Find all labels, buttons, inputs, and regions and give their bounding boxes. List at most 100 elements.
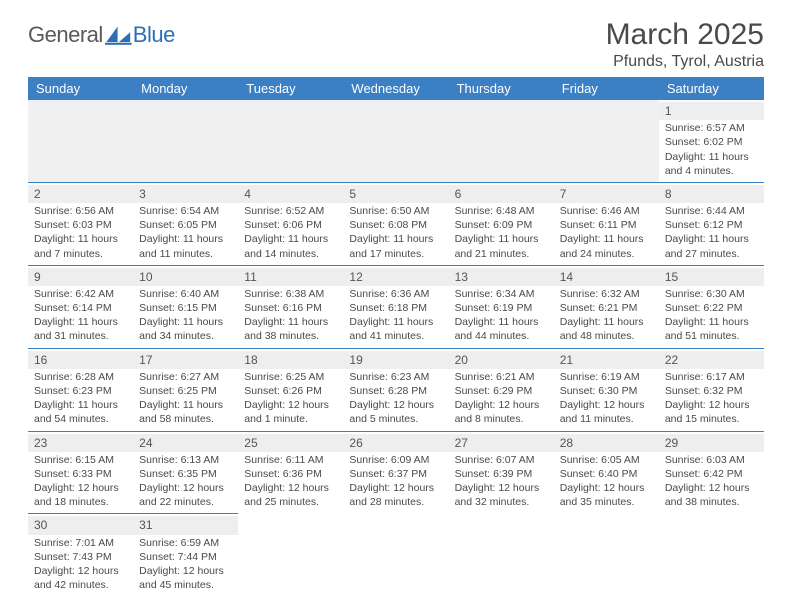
sunset-text: Sunset: 6:06 PM (244, 218, 337, 232)
brand-part2: Blue (133, 22, 175, 48)
sunrise-text: Sunrise: 6:19 AM (560, 370, 653, 384)
calendar-cell: 11Sunrise: 6:38 AMSunset: 6:16 PMDayligh… (238, 265, 343, 348)
daylight-text: and 31 minutes. (34, 329, 127, 343)
daylight-text: and 27 minutes. (665, 247, 758, 261)
sunset-text: Sunset: 6:11 PM (560, 218, 653, 232)
daylight-text: and 8 minutes. (455, 412, 548, 426)
daylight-text: and 18 minutes. (34, 495, 127, 509)
daylight-text: and 38 minutes. (244, 329, 337, 343)
daylight-text: and 5 minutes. (349, 412, 442, 426)
calendar-cell: 2Sunrise: 6:56 AMSunset: 6:03 PMDaylight… (28, 182, 133, 265)
sunrise-text: Sunrise: 6:52 AM (244, 204, 337, 218)
daylight-text: Daylight: 11 hours (349, 232, 442, 246)
daylight-text: and 4 minutes. (665, 164, 758, 178)
weekday-header: Thursday (449, 77, 554, 100)
day-number: 26 (343, 434, 448, 452)
sunset-text: Sunset: 6:32 PM (665, 384, 758, 398)
sunset-text: Sunset: 6:02 PM (665, 135, 758, 149)
day-number: 12 (343, 268, 448, 286)
daylight-text: and 11 minutes. (560, 412, 653, 426)
sunrise-text: Sunrise: 6:38 AM (244, 287, 337, 301)
page-subtitle: Pfunds, Tyrol, Austria (606, 53, 764, 71)
calendar-cell: 23Sunrise: 6:15 AMSunset: 6:33 PMDayligh… (28, 431, 133, 514)
calendar-cell: 27Sunrise: 6:07 AMSunset: 6:39 PMDayligh… (449, 431, 554, 514)
calendar-cell: 21Sunrise: 6:19 AMSunset: 6:30 PMDayligh… (554, 348, 659, 431)
calendar-cell: 17Sunrise: 6:27 AMSunset: 6:25 PMDayligh… (133, 348, 238, 431)
day-number: 7 (554, 185, 659, 203)
sunset-text: Sunset: 6:05 PM (139, 218, 232, 232)
sunset-text: Sunset: 6:39 PM (455, 467, 548, 481)
sunset-text: Sunset: 6:19 PM (455, 301, 548, 315)
day-number: 31 (133, 516, 238, 534)
daylight-text: and 17 minutes. (349, 247, 442, 261)
daylight-text: Daylight: 11 hours (139, 232, 232, 246)
daylight-text: Daylight: 12 hours (139, 481, 232, 495)
day-number: 9 (28, 268, 133, 286)
sunrise-text: Sunrise: 6:13 AM (139, 453, 232, 467)
sunrise-text: Sunrise: 6:11 AM (244, 453, 337, 467)
calendar-cell: 30Sunrise: 7:01 AMSunset: 7:43 PMDayligh… (28, 514, 133, 596)
daylight-text: Daylight: 11 hours (34, 398, 127, 412)
calendar-cell: 15Sunrise: 6:30 AMSunset: 6:22 PMDayligh… (659, 265, 764, 348)
calendar-table: SundayMondayTuesdayWednesdayThursdayFrid… (28, 77, 764, 596)
day-number: 24 (133, 434, 238, 452)
calendar-cell: 3Sunrise: 6:54 AMSunset: 6:05 PMDaylight… (133, 182, 238, 265)
day-number: 15 (659, 268, 764, 286)
calendar-cell: 19Sunrise: 6:23 AMSunset: 6:28 PMDayligh… (343, 348, 448, 431)
sunrise-text: Sunrise: 6:42 AM (34, 287, 127, 301)
sunset-text: Sunset: 6:25 PM (139, 384, 232, 398)
day-number: 14 (554, 268, 659, 286)
daylight-text: Daylight: 12 hours (665, 481, 758, 495)
daylight-text: Daylight: 11 hours (455, 232, 548, 246)
daylight-text: and 7 minutes. (34, 247, 127, 261)
calendar-cell: 24Sunrise: 6:13 AMSunset: 6:35 PMDayligh… (133, 431, 238, 514)
sunset-text: Sunset: 6:30 PM (560, 384, 653, 398)
calendar-cell (238, 514, 343, 596)
daylight-text: and 25 minutes. (244, 495, 337, 509)
calendar-cell: 31Sunrise: 6:59 AMSunset: 7:44 PMDayligh… (133, 514, 238, 596)
daylight-text: Daylight: 12 hours (34, 481, 127, 495)
daylight-text: and 45 minutes. (139, 578, 232, 592)
daylight-text: and 38 minutes. (665, 495, 758, 509)
sunset-text: Sunset: 6:36 PM (244, 467, 337, 481)
daylight-text: and 42 minutes. (34, 578, 127, 592)
sunrise-text: Sunrise: 6:36 AM (349, 287, 442, 301)
calendar-cell: 4Sunrise: 6:52 AMSunset: 6:06 PMDaylight… (238, 182, 343, 265)
calendar-cell (28, 100, 133, 182)
day-number: 18 (238, 351, 343, 369)
sunset-text: Sunset: 7:43 PM (34, 550, 127, 564)
sunset-text: Sunset: 6:08 PM (349, 218, 442, 232)
sunrise-text: Sunrise: 6:56 AM (34, 204, 127, 218)
sunset-text: Sunset: 6:33 PM (34, 467, 127, 481)
calendar-cell: 18Sunrise: 6:25 AMSunset: 6:26 PMDayligh… (238, 348, 343, 431)
day-number: 10 (133, 268, 238, 286)
sunset-text: Sunset: 6:12 PM (665, 218, 758, 232)
weekday-header: Monday (133, 77, 238, 100)
calendar-cell: 10Sunrise: 6:40 AMSunset: 6:15 PMDayligh… (133, 265, 238, 348)
daylight-text: Daylight: 11 hours (139, 398, 232, 412)
sunrise-text: Sunrise: 6:17 AM (665, 370, 758, 384)
day-number: 13 (449, 268, 554, 286)
sunrise-text: Sunrise: 6:57 AM (665, 121, 758, 135)
day-number: 4 (238, 185, 343, 203)
calendar-cell: 26Sunrise: 6:09 AMSunset: 6:37 PMDayligh… (343, 431, 448, 514)
sunset-text: Sunset: 6:03 PM (34, 218, 127, 232)
sunset-text: Sunset: 6:14 PM (34, 301, 127, 315)
sunrise-text: Sunrise: 7:01 AM (34, 536, 127, 550)
calendar-cell (659, 514, 764, 596)
day-number: 11 (238, 268, 343, 286)
sunset-text: Sunset: 6:21 PM (560, 301, 653, 315)
daylight-text: Daylight: 12 hours (560, 398, 653, 412)
weekday-header: Tuesday (238, 77, 343, 100)
calendar-cell (554, 100, 659, 182)
daylight-text: Daylight: 11 hours (455, 315, 548, 329)
daylight-text: and 11 minutes. (139, 247, 232, 261)
sunrise-text: Sunrise: 6:23 AM (349, 370, 442, 384)
calendar-cell: 9Sunrise: 6:42 AMSunset: 6:14 PMDaylight… (28, 265, 133, 348)
daylight-text: Daylight: 12 hours (349, 481, 442, 495)
sunset-text: Sunset: 6:23 PM (34, 384, 127, 398)
brand-part1: General (28, 22, 103, 48)
daylight-text: and 28 minutes. (349, 495, 442, 509)
day-number: 30 (28, 516, 133, 534)
sunrise-text: Sunrise: 6:05 AM (560, 453, 653, 467)
